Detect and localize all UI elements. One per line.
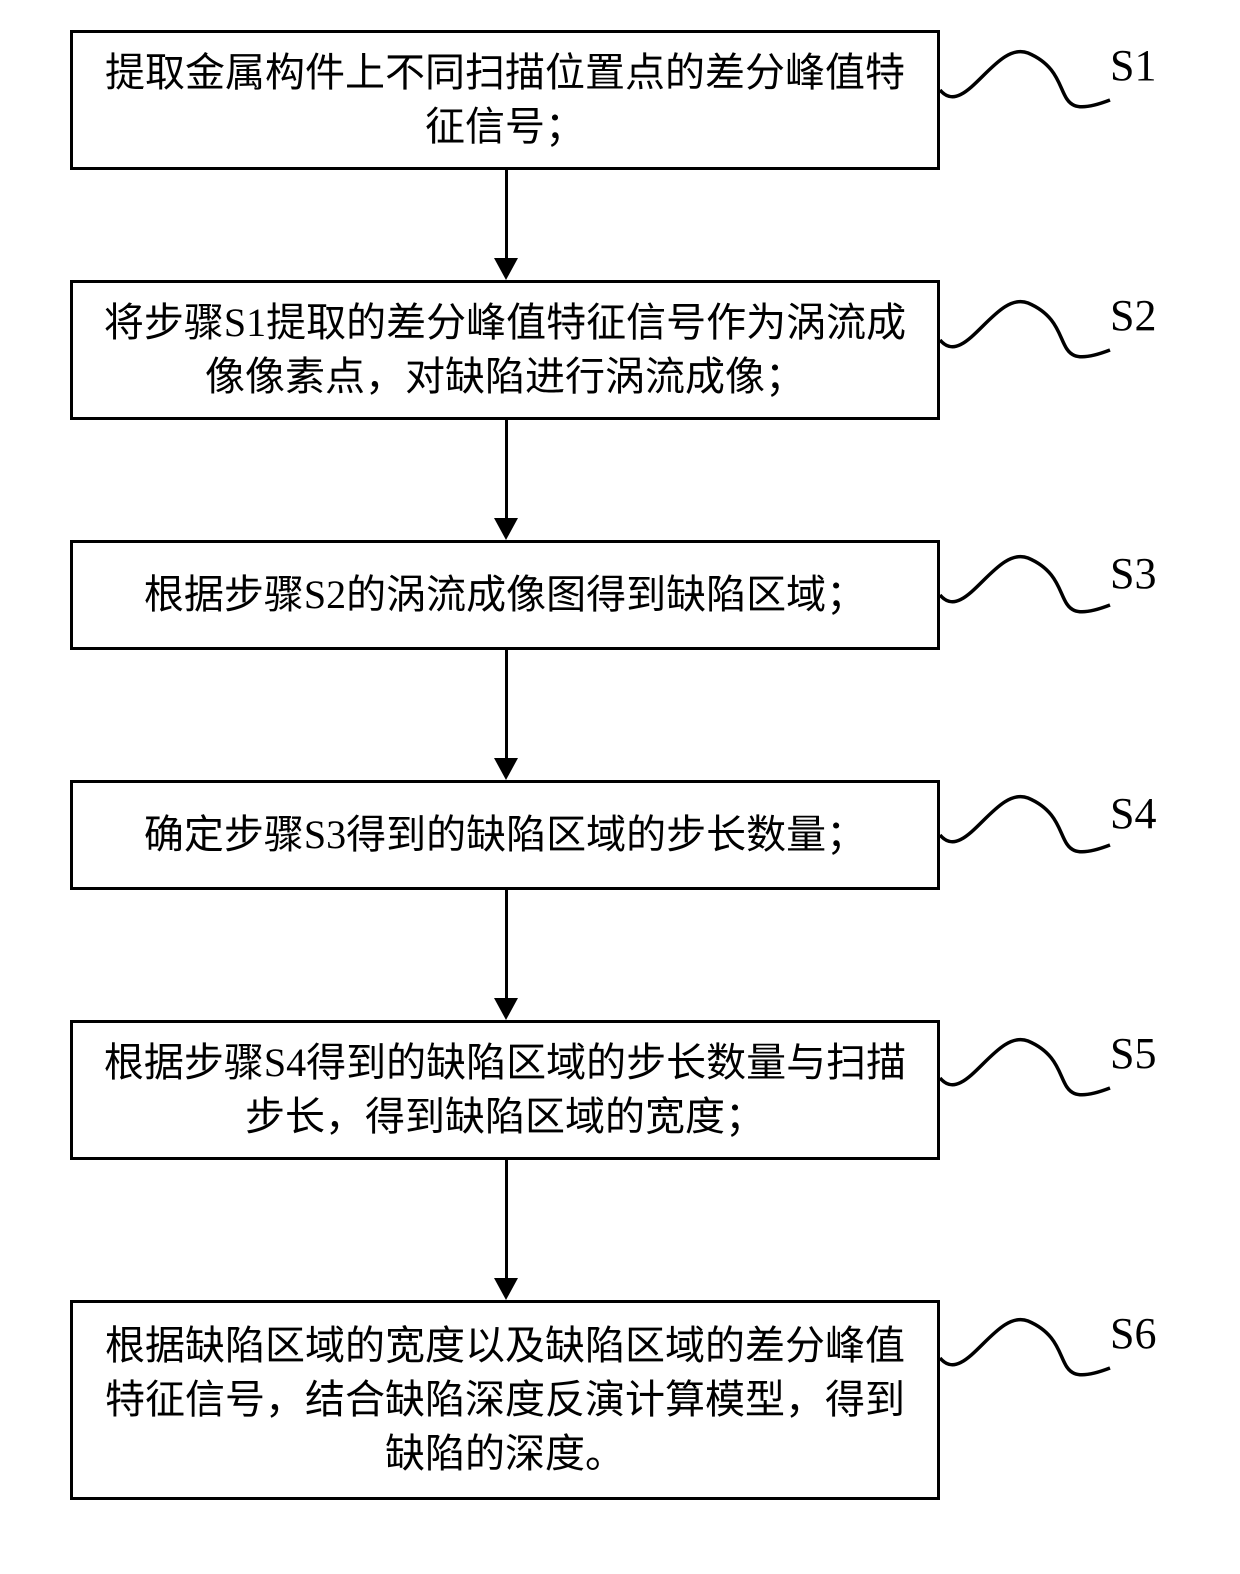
flowchart-canvas: 提取金属构件上不同扫描位置点的差分峰值特征信号； S1 将步骤S1提取的差分峰值… — [0, 0, 1240, 1574]
connector-s4 — [940, 780, 1120, 880]
connector-s1 — [940, 35, 1120, 135]
arrow — [505, 890, 508, 998]
step-text: 根据缺陷区域的宽度以及缺陷区域的差分峰值特征信号，结合缺陷深度反演计算模型，得到… — [93, 1319, 917, 1481]
arrow-head — [494, 258, 518, 280]
arrow — [505, 650, 508, 758]
step-box-s1: 提取金属构件上不同扫描位置点的差分峰值特征信号； — [70, 30, 940, 170]
step-label-s5: S5 — [1110, 1028, 1156, 1079]
step-label-s3: S3 — [1110, 548, 1156, 599]
step-text: 根据步骤S4得到的缺陷区域的步长数量与扫描步长，得到缺陷区域的宽度； — [93, 1036, 917, 1144]
connector-s2 — [940, 285, 1120, 385]
step-label-s1: S1 — [1110, 40, 1156, 91]
arrow — [505, 1160, 508, 1278]
step-box-s4: 确定步骤S3得到的缺陷区域的步长数量； — [70, 780, 940, 890]
arrow-head — [494, 518, 518, 540]
step-label-s4: S4 — [1110, 788, 1156, 839]
step-text: 将步骤S1提取的差分峰值特征信号作为涡流成像像素点，对缺陷进行涡流成像； — [93, 296, 917, 404]
connector-s6 — [940, 1303, 1120, 1403]
step-box-s6: 根据缺陷区域的宽度以及缺陷区域的差分峰值特征信号，结合缺陷深度反演计算模型，得到… — [70, 1300, 940, 1500]
connector-s5 — [940, 1023, 1120, 1123]
arrow — [505, 170, 508, 258]
step-box-s3: 根据步骤S2的涡流成像图得到缺陷区域； — [70, 540, 940, 650]
arrow — [505, 420, 508, 518]
arrow-head — [494, 998, 518, 1020]
step-label-s6: S6 — [1110, 1308, 1156, 1359]
step-box-s2: 将步骤S1提取的差分峰值特征信号作为涡流成像像素点，对缺陷进行涡流成像； — [70, 280, 940, 420]
step-text: 确定步骤S3得到的缺陷区域的步长数量； — [144, 808, 866, 862]
step-text: 提取金属构件上不同扫描位置点的差分峰值特征信号； — [93, 46, 917, 154]
arrow-head — [494, 1278, 518, 1300]
arrow-head — [494, 758, 518, 780]
connector-s3 — [940, 540, 1120, 640]
step-label-s2: S2 — [1110, 290, 1156, 341]
step-text: 根据步骤S2的涡流成像图得到缺陷区域； — [144, 568, 866, 622]
step-box-s5: 根据步骤S4得到的缺陷区域的步长数量与扫描步长，得到缺陷区域的宽度； — [70, 1020, 940, 1160]
